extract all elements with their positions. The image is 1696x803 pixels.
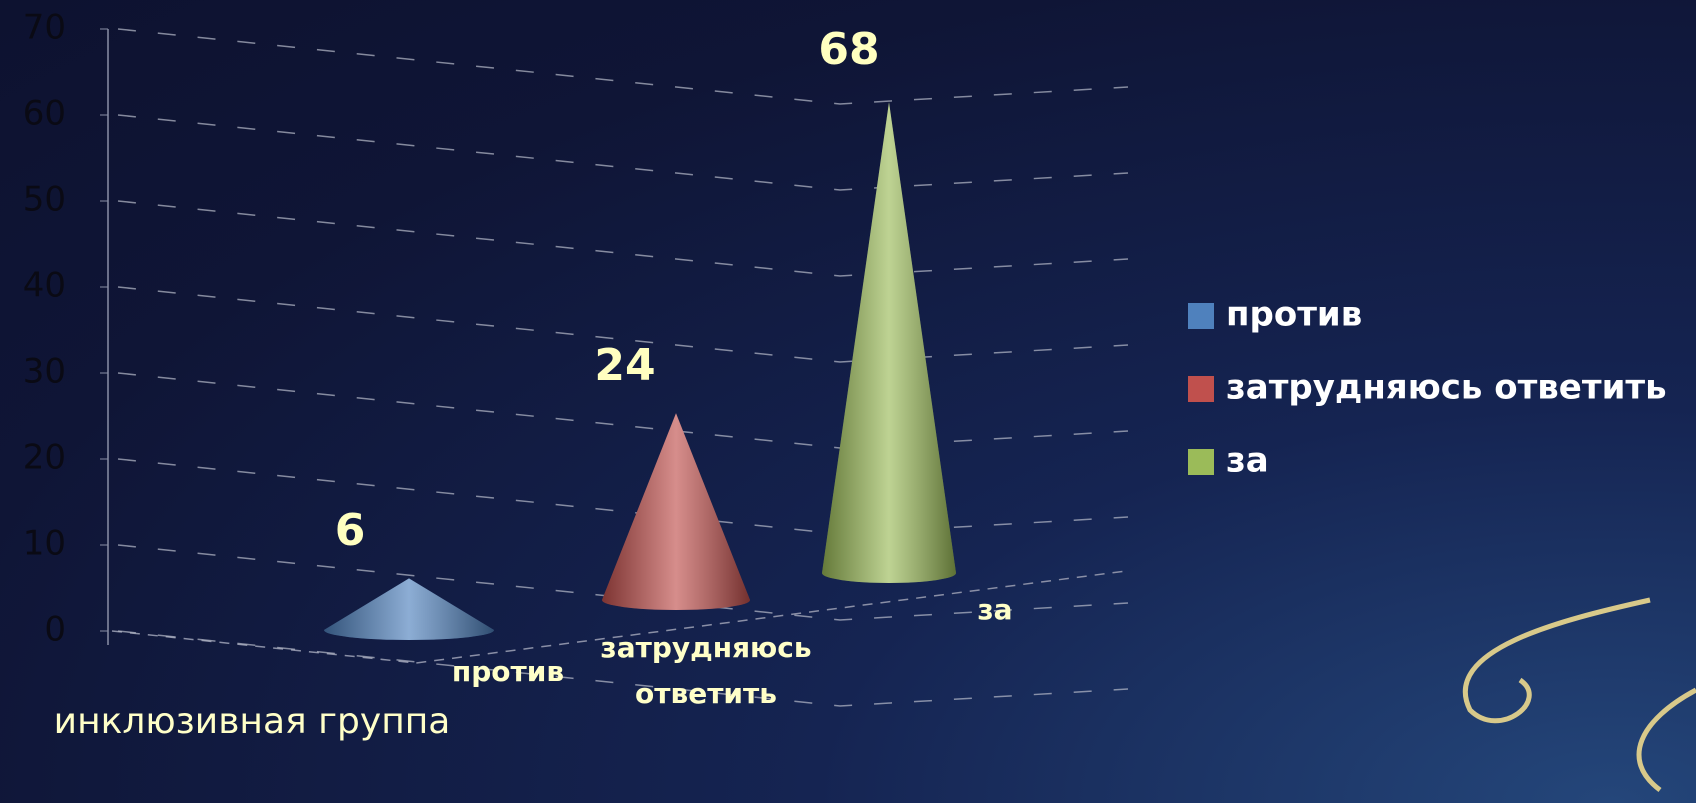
grid-line bbox=[118, 115, 1128, 190]
x-tick-label: инклюзивная группа bbox=[54, 701, 451, 742]
cone-shading bbox=[602, 413, 750, 610]
legend-label: за bbox=[1226, 441, 1269, 481]
cone-shading bbox=[324, 578, 494, 640]
y-tick-label: 40 bbox=[23, 266, 66, 306]
grid-line bbox=[118, 459, 1128, 534]
legend-label: затрудняюсь ответить bbox=[1226, 368, 1667, 408]
depth-label: за bbox=[955, 587, 1035, 633]
legend-swatch bbox=[1188, 303, 1214, 329]
depth-label: против bbox=[448, 649, 568, 695]
slide: 0 10 20 30 40 50 60 70 инклюзивная группа 6 против… bbox=[0, 0, 1696, 803]
data-label: 6 bbox=[335, 505, 366, 556]
y-tick-label: 20 bbox=[23, 438, 66, 478]
y-tick-label: 30 bbox=[23, 352, 66, 392]
y-tick-label: 10 bbox=[23, 524, 66, 564]
cone-shading bbox=[822, 102, 956, 583]
y-tick-label: 50 bbox=[23, 180, 66, 220]
legend-label: против bbox=[1226, 295, 1362, 335]
ornament bbox=[1465, 600, 1696, 790]
data-label: 24 bbox=[594, 340, 655, 391]
y-tick-label: 0 bbox=[44, 610, 66, 650]
data-label: 68 bbox=[818, 24, 879, 75]
y-tick-label: 60 bbox=[23, 94, 66, 134]
legend-swatch bbox=[1188, 376, 1214, 402]
chart: 0 10 20 30 40 50 60 70 инклюзивная группа 6 против… bbox=[0, 0, 1696, 803]
grid-line bbox=[118, 201, 1128, 276]
depth-label: затрудняюсь ответить bbox=[586, 625, 826, 717]
legend-swatch bbox=[1188, 449, 1214, 475]
grid-line bbox=[118, 29, 1128, 104]
y-tick-label: 70 bbox=[23, 8, 66, 48]
